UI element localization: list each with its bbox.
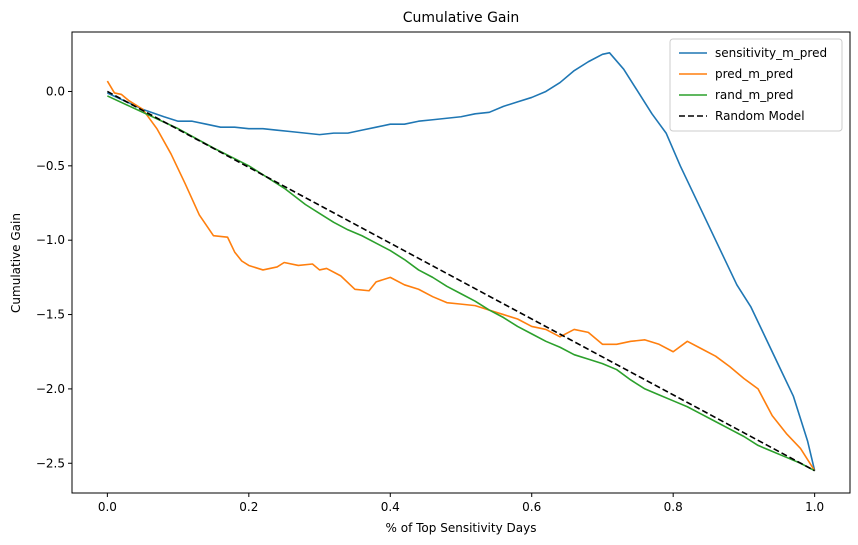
x-axis-label: % of Top Sensitivity Days	[386, 521, 537, 535]
plot-frame	[71, 31, 851, 494]
series-line-sensitivity-m-pred	[107, 52, 816, 471]
legend-label-pred-m-pred: pred_m_pred	[715, 67, 793, 81]
legend-label-rand-m-pred: rand_m_pred	[715, 88, 794, 102]
y-tick-label: −0.5	[36, 159, 65, 173]
legend-label-random-model: Random Model	[715, 109, 805, 123]
legend-box	[669, 38, 843, 132]
legend-label-sensitivity-m-pred: sensitivity_m_pred	[715, 46, 827, 60]
y-axis: 0.0 −0.5 −1.0 −1.5 −2.0 −2.5	[36, 84, 72, 470]
x-tick-label: 0.0	[98, 500, 117, 514]
x-tick-label: 1.0	[805, 500, 824, 514]
y-axis-label: Cumulative Gain	[9, 213, 23, 313]
series-line-random-model	[106, 90, 816, 472]
y-tick-label: −2.5	[36, 456, 65, 470]
x-tick-label: 0.2	[239, 500, 258, 514]
x-axis: 0.0 0.2 0.4 0.6 0.8 1.0	[98, 493, 824, 514]
plot-area	[71, 31, 851, 494]
y-tick-label: −2.0	[36, 382, 65, 396]
legend: sensitivity_m_pred pred_m_pred rand_m_pred…	[669, 38, 843, 132]
chart-title: Cumulative Gain	[403, 10, 520, 26]
y-tick-label: −1.0	[36, 233, 65, 247]
series-line-pred-m-pred	[106, 80, 816, 472]
series-line-rand-m-pred	[107, 95, 816, 472]
y-tick-label: −1.5	[36, 308, 65, 322]
x-tick-label: 0.8	[664, 500, 683, 514]
y-tick-label: 0.0	[46, 84, 65, 98]
x-tick-label: 0.6	[522, 500, 541, 514]
x-tick-label: 0.4	[381, 500, 400, 514]
